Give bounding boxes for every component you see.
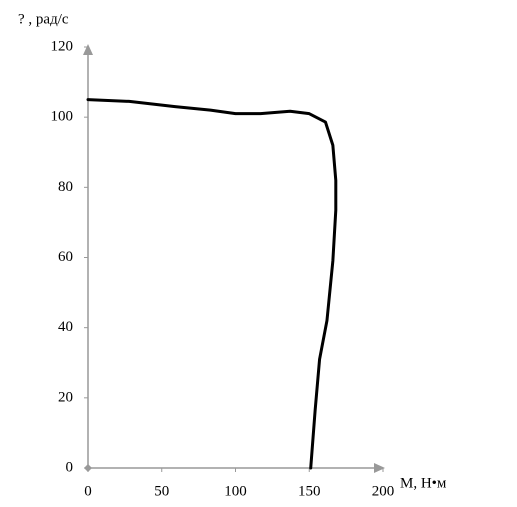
x-axis-arrow xyxy=(374,463,385,473)
y-axis-label: ? , рад/с xyxy=(18,11,69,27)
y-tick-label: 40 xyxy=(58,319,73,335)
x-tick-label: 200 xyxy=(372,483,395,499)
y-tick-label: 80 xyxy=(58,179,73,195)
data-line xyxy=(86,98,338,470)
y-axis-arrow xyxy=(83,44,93,55)
x-tick-label: 100 xyxy=(224,483,247,499)
y-tick-label: 0 xyxy=(66,459,74,475)
y-tick-label: 120 xyxy=(51,38,74,54)
x-tick-label: 150 xyxy=(298,483,321,499)
y-tick-label: 60 xyxy=(58,249,73,265)
y-tick-label: 100 xyxy=(51,109,74,125)
y-tick-label: 20 xyxy=(58,389,73,405)
x-tick-label: 50 xyxy=(154,483,169,499)
x-axis-label: M, Н•м xyxy=(400,475,447,491)
x-tick-label: 0 xyxy=(84,483,92,499)
